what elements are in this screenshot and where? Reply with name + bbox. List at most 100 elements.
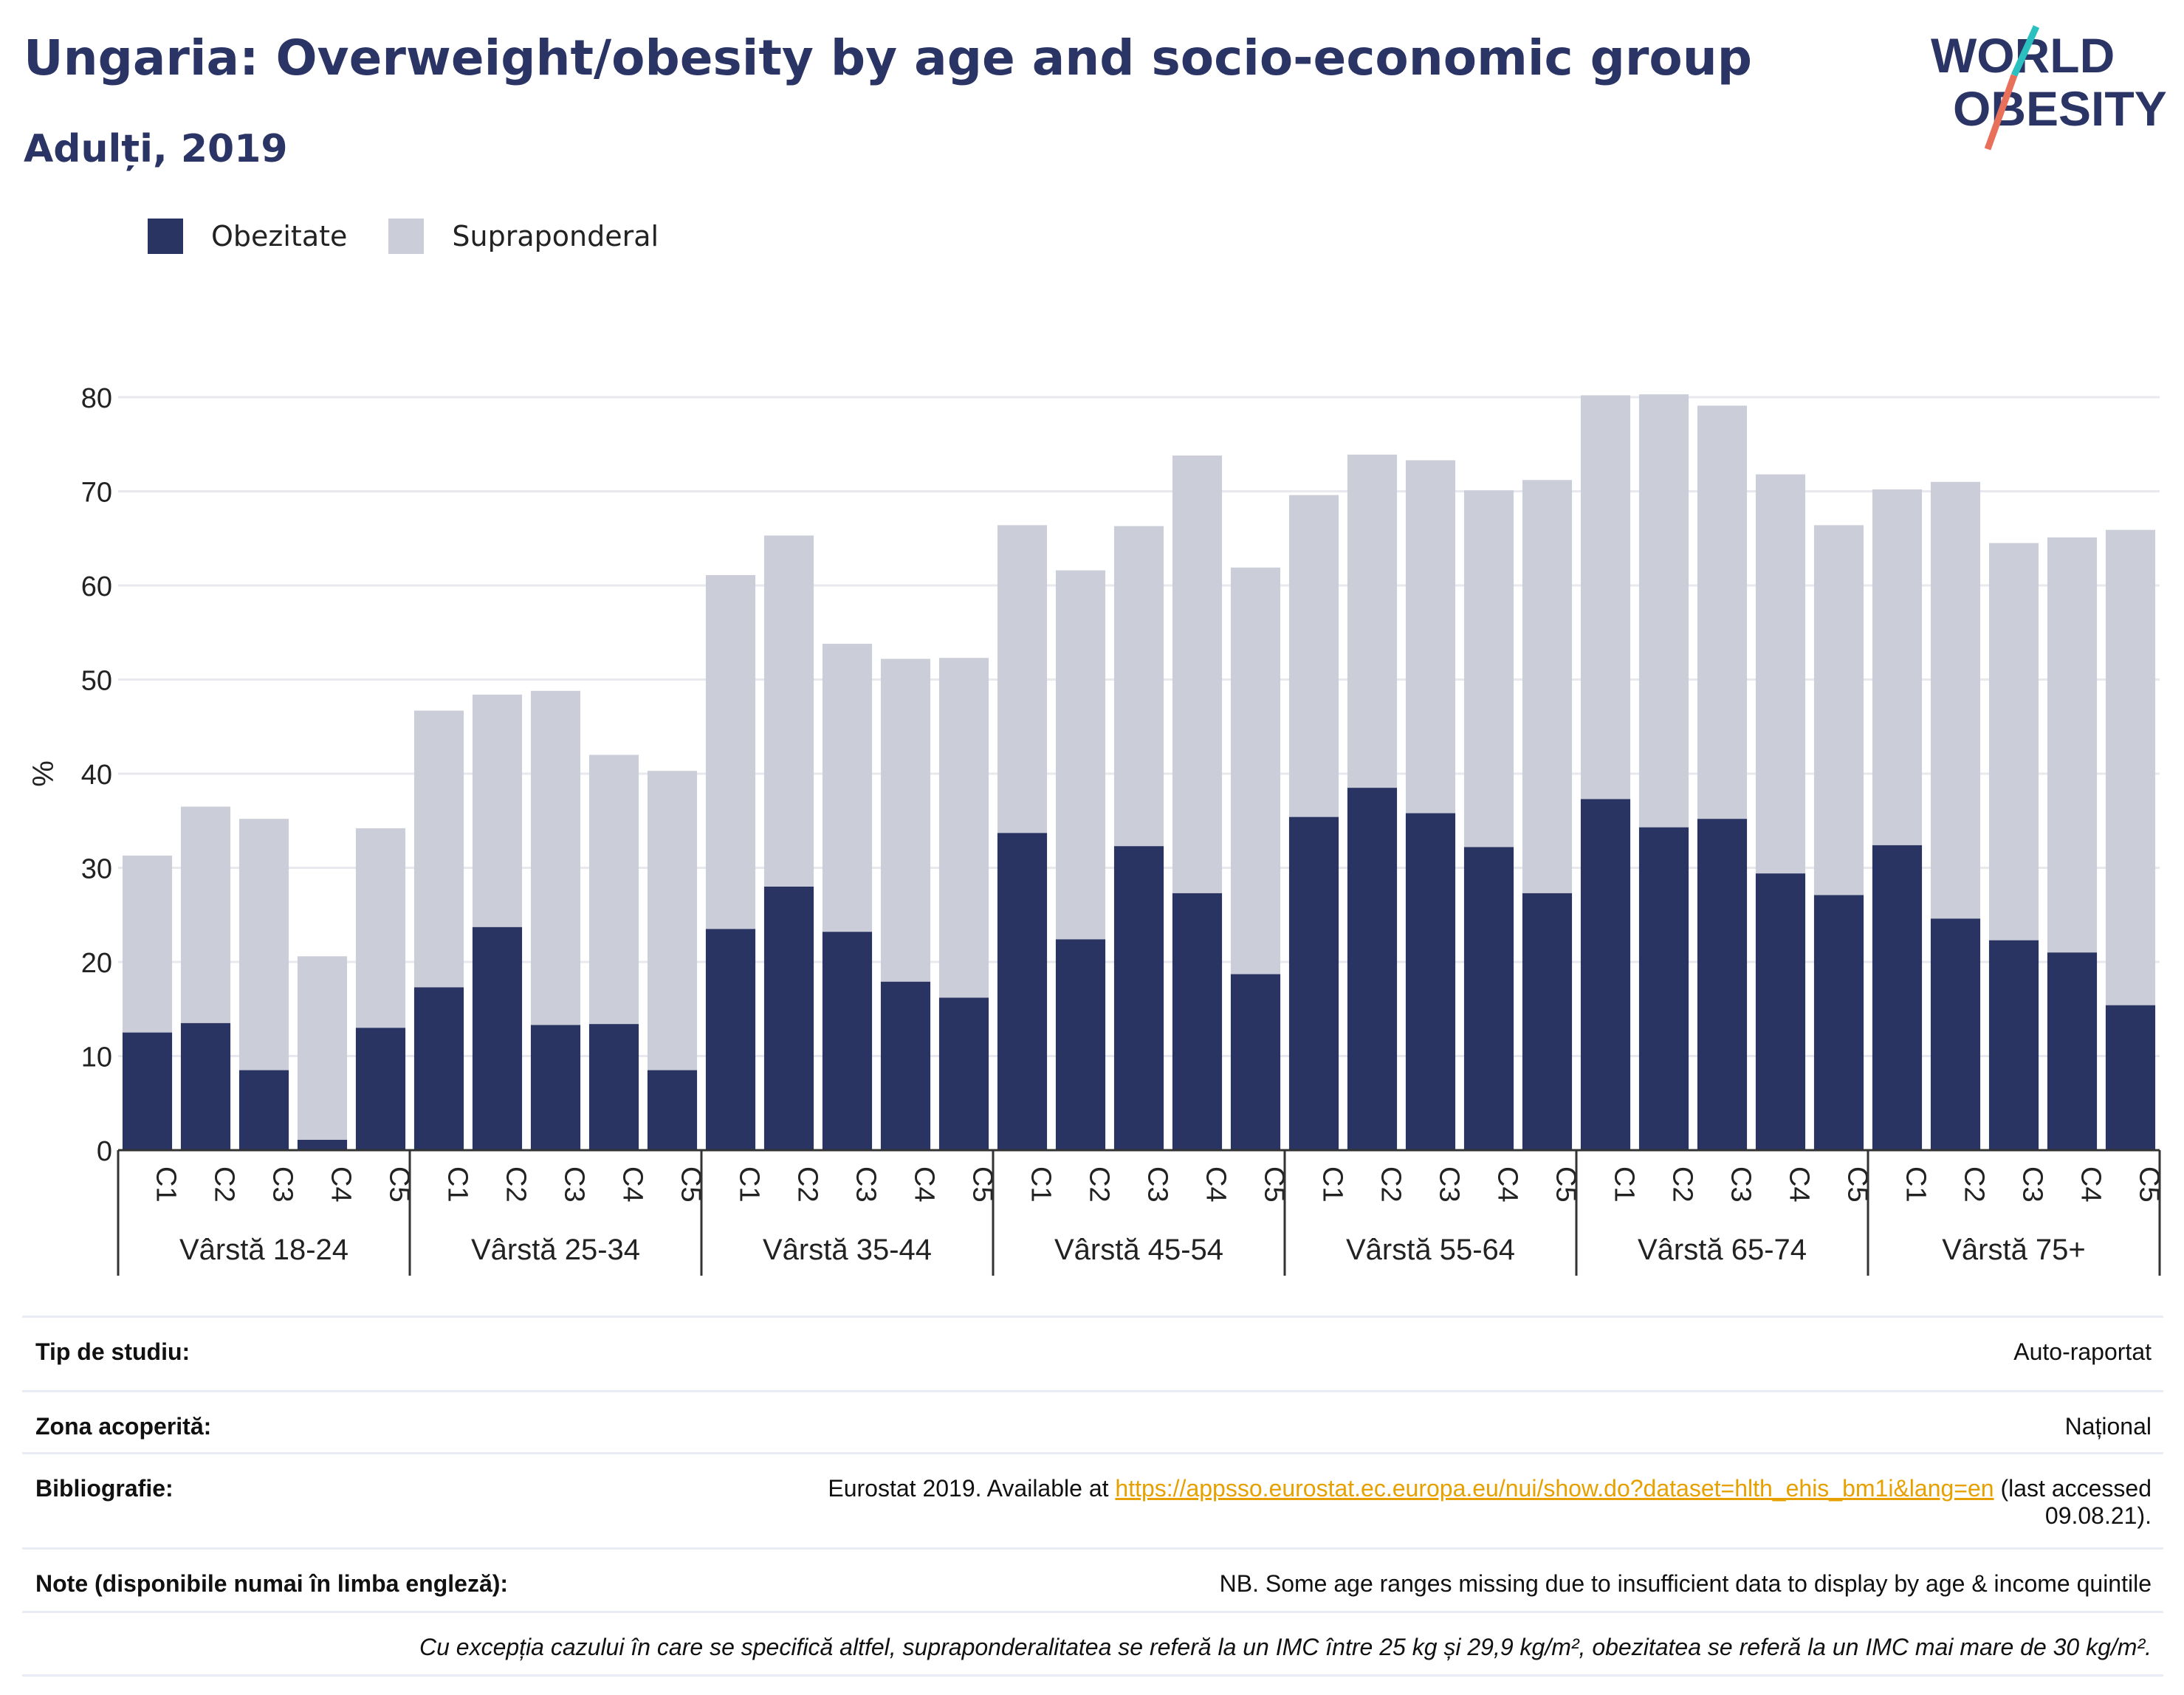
- bar-overweight: [1930, 481, 1981, 919]
- x-tick-label: C2: [792, 1166, 823, 1203]
- bar-overweight: [1697, 405, 1748, 819]
- bar-overweight: [1988, 543, 2039, 941]
- x-tick-label: C3: [1725, 1166, 1757, 1203]
- bar-obesity: [938, 997, 989, 1150]
- bar-obesity: [1755, 873, 1806, 1150]
- y-tick-label: 80: [81, 383, 112, 414]
- y-tick-label: 0: [97, 1136, 112, 1167]
- group-label: Vârstă 75+: [1942, 1234, 2086, 1266]
- bar-overweight: [1347, 454, 1398, 788]
- bar-obesity: [472, 926, 523, 1150]
- bar-obesity: [180, 1022, 231, 1150]
- bar-overweight: [530, 690, 581, 1025]
- bar-overweight: [1230, 567, 1281, 974]
- bar-obesity: [1930, 918, 1981, 1150]
- bar-obesity: [1988, 940, 2039, 1150]
- bar-overweight: [1522, 480, 1573, 893]
- x-tick-label: C4: [1784, 1166, 1815, 1203]
- x-tick-label: C2: [1084, 1166, 1115, 1203]
- group-label: Vârstă 55-64: [1346, 1234, 1515, 1266]
- group-label: Vârstă 35-44: [763, 1234, 932, 1266]
- x-tick-label: C1: [1026, 1166, 1057, 1203]
- footnote: Cu excepția cazului în care se specifică…: [419, 1634, 2152, 1660]
- bar-overweight: [472, 694, 523, 927]
- bar-obesity: [1405, 813, 1456, 1150]
- bar-obesity: [1463, 847, 1514, 1150]
- x-tick-label: C3: [2017, 1166, 2048, 1203]
- bar-overweight: [822, 644, 873, 932]
- y-tick-label: 60: [81, 571, 112, 602]
- x-tick-label: C4: [326, 1166, 357, 1203]
- y-tick-label: 20: [81, 948, 112, 979]
- bar-obesity: [705, 929, 756, 1150]
- legend: Obezitate Supraponderal: [148, 219, 700, 254]
- bar-overweight: [1172, 455, 1223, 893]
- legend-swatch-obesity: [148, 219, 183, 254]
- bar-obesity: [1230, 974, 1281, 1150]
- bar-overweight: [1288, 495, 1339, 817]
- bar-overweight: [180, 806, 231, 1023]
- legend-item-obesity[interactable]: Obezitate: [148, 219, 347, 254]
- bar-overweight: [1813, 525, 1864, 895]
- x-tick-label: C4: [1492, 1166, 1523, 1203]
- bar-overweight: [1055, 570, 1106, 940]
- bar-obesity: [530, 1025, 581, 1150]
- group-label: Vârstă 25-34: [471, 1234, 640, 1266]
- bar-overweight: [2105, 529, 2156, 1005]
- bar-overweight: [1872, 489, 1923, 845]
- bar-obesity: [880, 981, 931, 1150]
- bar-obesity: [1813, 895, 1864, 1150]
- bar-overweight: [122, 855, 173, 1033]
- bar-obesity: [1288, 816, 1339, 1150]
- bar-obesity: [763, 887, 814, 1150]
- legend-item-overweight[interactable]: Supraponderal: [388, 219, 659, 254]
- x-tick-label: C2: [1376, 1166, 1407, 1203]
- x-tick-label: C2: [1667, 1166, 1698, 1203]
- bar-obesity: [2047, 952, 2098, 1150]
- bar-overweight: [1463, 490, 1514, 848]
- bibliography-link[interactable]: https://appsso.eurostat.ec.europa.eu/nui…: [1115, 1475, 1994, 1502]
- bar-obesity: [1172, 893, 1223, 1150]
- bar-overweight: [997, 525, 1048, 833]
- bar-overweight: [763, 535, 814, 887]
- y-tick-label: 70: [81, 478, 112, 509]
- bar-overweight: [705, 574, 756, 929]
- x-tick-label: C3: [267, 1166, 298, 1203]
- x-tick-label: C3: [851, 1166, 882, 1203]
- x-tick-label: C1: [1317, 1166, 1348, 1203]
- bar-overweight: [880, 659, 931, 982]
- bar-obesity: [997, 833, 1048, 1150]
- group-label: Vârstă 45-54: [1054, 1234, 1223, 1266]
- bar-obesity: [1580, 799, 1631, 1150]
- study-type-value: Auto-raportat: [2013, 1338, 2152, 1365]
- x-tick-label: C2: [501, 1166, 532, 1203]
- bar-overweight: [2047, 537, 2098, 953]
- bar-obesity: [297, 1139, 348, 1150]
- y-tick-label: 10: [81, 1042, 112, 1073]
- legend-label-obesity: Obezitate: [211, 220, 348, 252]
- coverage-label: Zona acoperită:: [35, 1413, 212, 1440]
- bibliography-prefix: Eurostat 2019. Available at: [828, 1475, 1116, 1502]
- bar-obesity: [1522, 893, 1573, 1150]
- bar-overweight: [938, 658, 989, 998]
- x-tick-label: C2: [1959, 1166, 1990, 1203]
- bibliography-value: Eurostat 2019. Available at https://apps…: [828, 1475, 2163, 1547]
- chart-subtitle: Adulți, 2019: [24, 127, 288, 171]
- coverage-value: Național: [2064, 1413, 2152, 1440]
- group-label: Vârstă 65-74: [1638, 1234, 1807, 1266]
- notes-value: NB. Some age ranges missing due to insuf…: [1219, 1570, 2152, 1597]
- legend-swatch-overweight: [388, 219, 425, 254]
- group-label: Vârstă 18-24: [179, 1234, 348, 1266]
- legend-label-overweight: Supraponderal: [452, 220, 659, 252]
- x-tick-label: C1: [1609, 1166, 1640, 1203]
- y-tick-label: 50: [81, 666, 112, 697]
- bibliography-date: 09.08.21).: [2044, 1502, 2152, 1529]
- bar-obesity: [238, 1070, 289, 1150]
- bar-overweight: [413, 710, 464, 988]
- bar-overweight: [1113, 526, 1164, 847]
- y-axis-label: %: [27, 760, 60, 787]
- bibliography-label: Bibliografie:: [35, 1475, 174, 1502]
- bar-obesity: [588, 1024, 639, 1150]
- notes-label: Note (disponibile numai în limba engleză…: [35, 1570, 509, 1597]
